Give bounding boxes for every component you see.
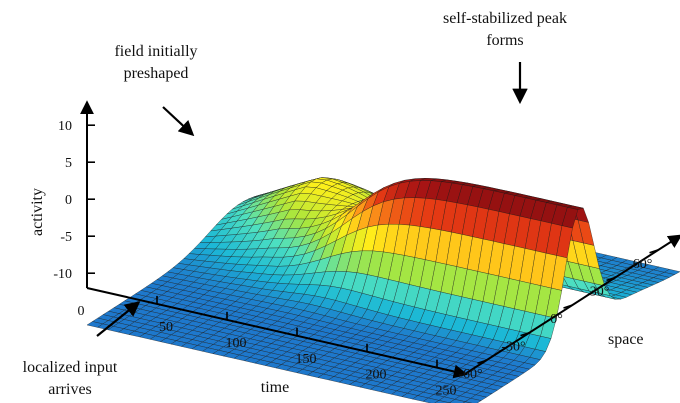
time-tick-label: 0 [78,304,85,319]
annotation-preshape-arrow [162,106,195,137]
activity-tick-label: -5 [60,230,72,245]
space-tick-label: 30° [590,284,610,299]
space-tick-label: 0° [550,312,563,327]
time-tick-label: 250 [436,384,457,399]
activity-tick-label: -10 [53,267,72,282]
annotation-input-line1: localized input [23,359,118,376]
space-tick-label: 60° [633,257,653,272]
space-tick-label: -60° [458,367,482,382]
space-tick [606,276,616,282]
activity-tick-label: 0 [65,193,72,208]
annotation-peak-line1: self-stabilized peak [443,10,567,27]
annotation-peak: self-stabilized peak forms [443,10,567,105]
space-axis-label: space [608,331,644,348]
time-tick-label: 200 [366,368,387,383]
space-tick [477,359,487,364]
annotation-preshape-line1: field initially [114,43,197,60]
annotation-peak-line2: forms [486,32,523,49]
annotation-input: localized input arrives [23,301,141,398]
space-tick [563,304,573,309]
space-tick-label: -30° [501,340,525,355]
annotation-preshape: field initially preshaped [114,43,198,137]
surface-cell [464,398,482,403]
time-tick-label: 100 [226,336,247,351]
space-tick [649,249,659,254]
time-axis-label: time [261,379,289,396]
time-tick-label: 50 [159,320,173,335]
annotation-input-arrow [96,301,141,337]
time-axis [86,287,468,379]
activity-surface [86,177,680,403]
activity-axis-label: activity [29,188,46,236]
activity-tick-label: 5 [65,156,72,171]
axis-ticks [86,124,659,368]
activity-tick-label: 10 [58,119,72,134]
space-tick [520,331,530,337]
annotation-preshape-line2: preshaped [124,65,189,82]
time-tick-label: 150 [296,352,317,367]
annotation-input-line2: arrives [48,381,92,398]
